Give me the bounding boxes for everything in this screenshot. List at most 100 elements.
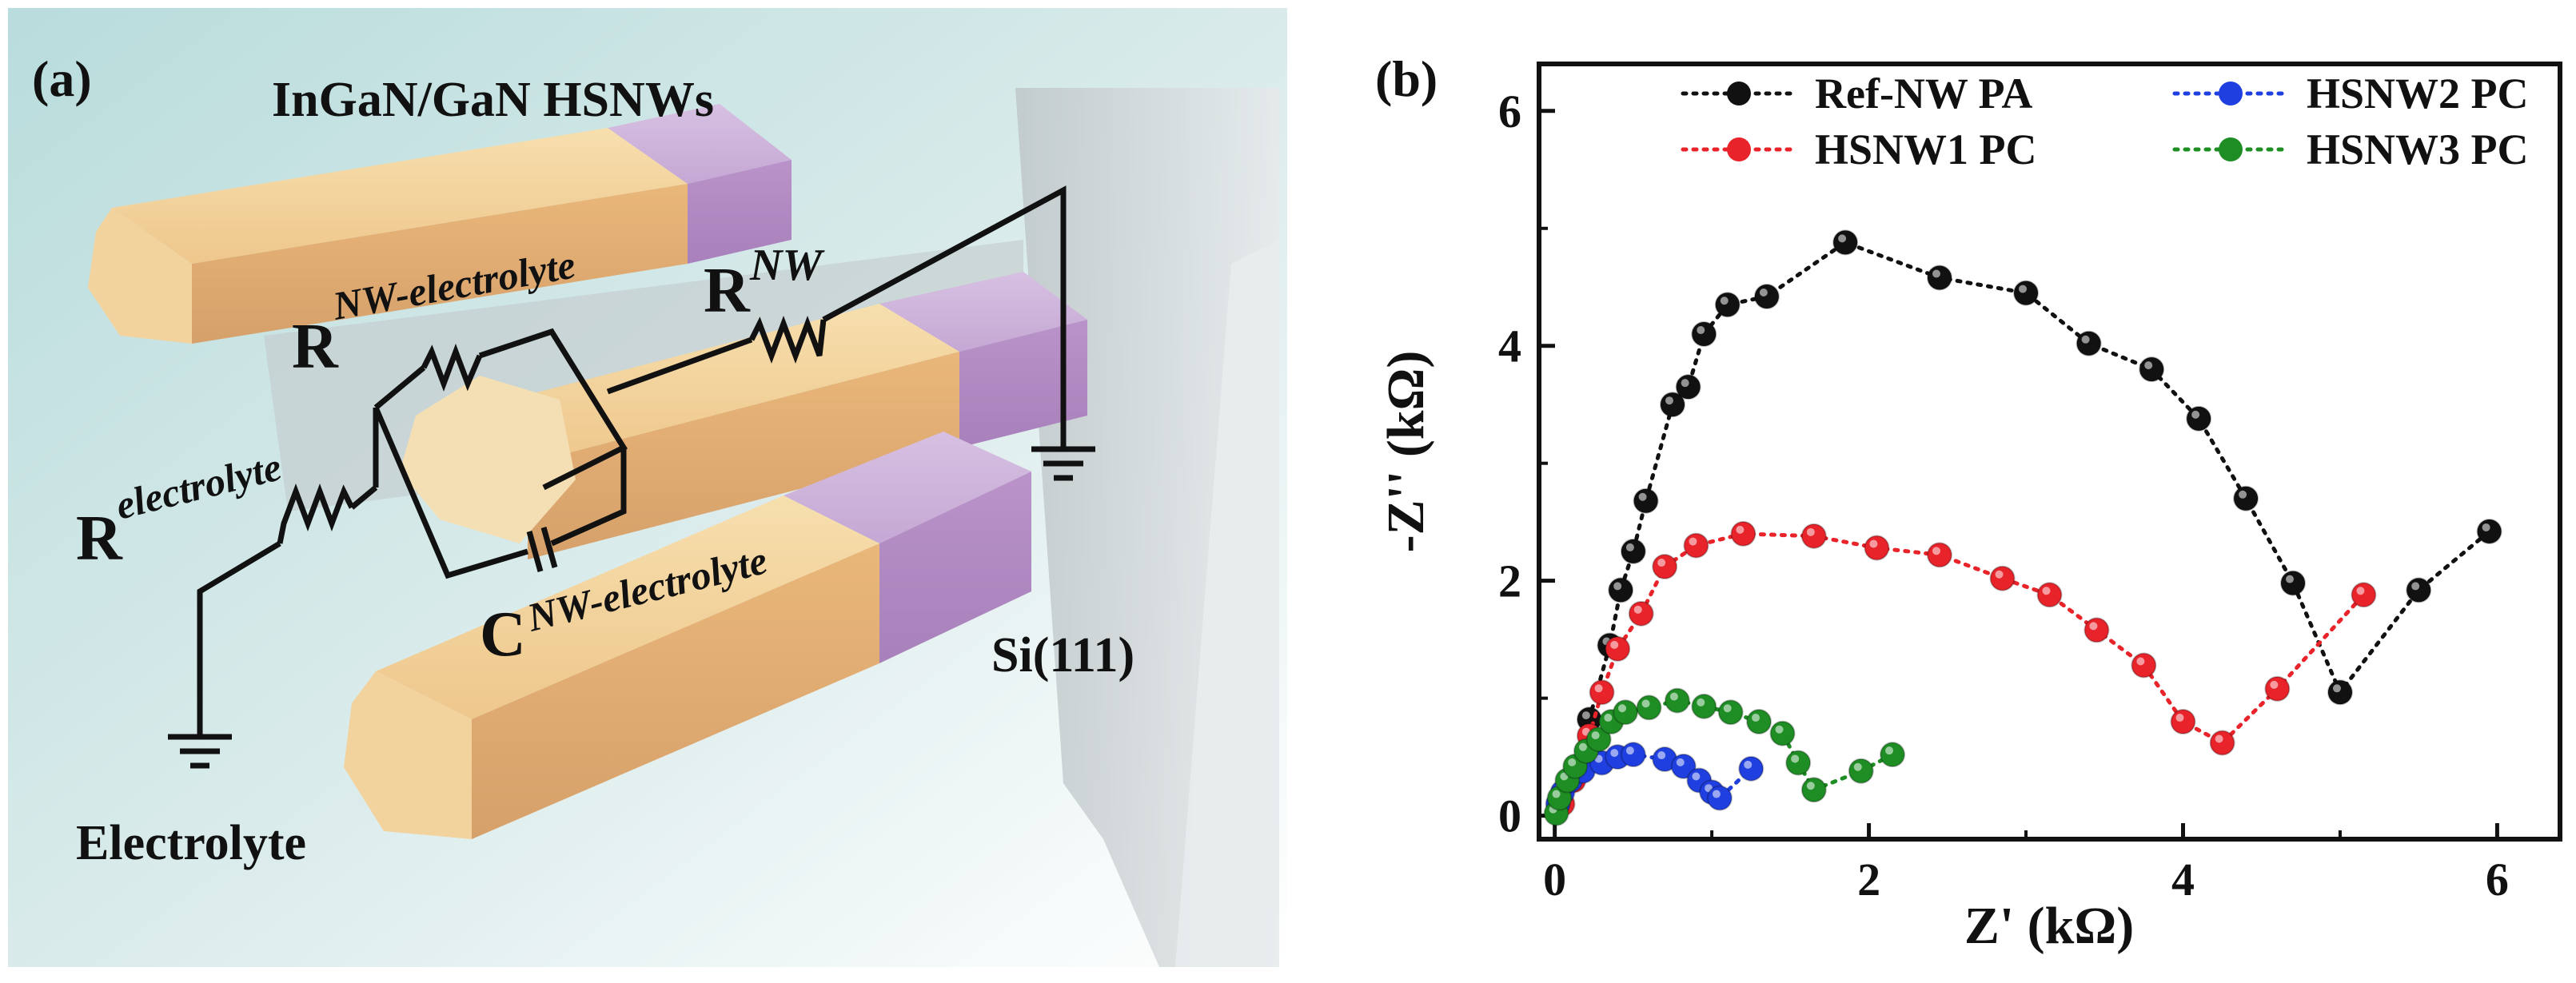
data-point xyxy=(2084,617,2110,643)
data-point xyxy=(1628,600,1654,627)
x-axis-label: Z' (kΩ) xyxy=(1964,897,2134,955)
data-point-highlight xyxy=(2411,582,2420,591)
data-point xyxy=(2233,485,2259,511)
data-point xyxy=(1989,565,2016,591)
x-tick-label: 4 xyxy=(2171,854,2195,905)
data-point-highlight xyxy=(1723,704,1732,713)
data-point xyxy=(1636,694,1662,721)
schematic-panel: (a) InGaN/GaN HSNWs R NW R NW-electrolyt… xyxy=(8,8,1287,967)
substrate-wall-face xyxy=(1175,240,1279,967)
data-point-highlight xyxy=(2144,361,2153,370)
data-point xyxy=(2209,730,2235,756)
data-point-highlight xyxy=(1618,704,1627,713)
series-line xyxy=(1587,240,2492,722)
data-point-highlight xyxy=(1697,698,1705,706)
data-point xyxy=(1926,542,1952,568)
ground-symbol-left xyxy=(168,734,232,769)
nyquist-plot-panel: (b) 0 2 4 6 0 2 4 6 Ref-NW PA HSNW1 PC HSNW2 PC HS… xyxy=(1375,50,2562,955)
data-point-highlight xyxy=(1932,547,1940,555)
data-point-highlight xyxy=(1932,269,1940,278)
data-point xyxy=(2264,675,2291,702)
data-point-highlight xyxy=(2042,587,2051,595)
data-point-highlight xyxy=(2215,734,2223,743)
nanowire-middle xyxy=(400,272,1087,559)
data-point xyxy=(2139,356,2165,383)
data-point-highlight xyxy=(2175,714,2184,722)
data-point-highlight xyxy=(1657,559,1666,567)
axis-ticks: 0 2 4 6 0 2 4 6 xyxy=(1498,86,2509,905)
data-point-highlight xyxy=(1681,379,1689,388)
label-r-nw-main: R xyxy=(704,256,751,326)
data-point-highlight xyxy=(2286,575,2295,583)
data-point xyxy=(1730,520,1757,547)
data-point xyxy=(2013,280,2040,306)
data-point xyxy=(2131,652,2157,679)
legend-marker xyxy=(1727,137,1751,161)
data-point xyxy=(1717,699,1744,726)
legend: Ref-NW PA HSNW1 PC HSNW2 PC HSNW3 PC xyxy=(1681,70,2529,173)
data-point-highlight xyxy=(1806,782,1815,790)
legend-label: HSNW1 PC xyxy=(1815,125,2037,173)
data-point-highlight xyxy=(2019,285,2028,293)
data-point-highlight xyxy=(1697,326,1705,335)
data-point-highlight xyxy=(2332,684,2341,693)
data-point-highlight xyxy=(2482,523,2490,531)
data-point-highlight xyxy=(2081,335,2090,344)
data-point xyxy=(1608,577,1634,603)
data-point xyxy=(2476,518,2502,544)
data-point-highlight xyxy=(1736,525,1745,534)
data-point-highlight xyxy=(1791,754,1800,763)
y-axis-label: -Z'' (kΩ) xyxy=(1377,351,1435,553)
data-point-highlight xyxy=(1995,570,2004,579)
legend-marker xyxy=(2219,137,2243,161)
data-point-highlight xyxy=(1669,692,1678,701)
data-point-highlight xyxy=(1625,746,1634,755)
data-point xyxy=(1785,750,1812,776)
data-point-highlight xyxy=(1610,749,1619,758)
data-point xyxy=(1926,265,1952,291)
data-point-highlight xyxy=(1638,492,1647,501)
data-point-highlight xyxy=(1633,605,1642,614)
data-point xyxy=(1753,284,1780,309)
data-point xyxy=(1738,755,1765,782)
label-c-main: C xyxy=(480,599,526,670)
data-point-highlight xyxy=(1604,714,1613,722)
data-point-highlight xyxy=(1712,790,1721,798)
data-point-highlight xyxy=(1759,289,1768,296)
data-point-highlight xyxy=(1560,772,1569,781)
plot-frame xyxy=(1537,62,2562,842)
data-point-highlight xyxy=(1581,711,1590,720)
y-tick-label: 6 xyxy=(1498,86,1521,137)
nanowire-top xyxy=(88,104,792,344)
data-point-highlight xyxy=(1676,758,1685,766)
data-point xyxy=(2186,405,2212,432)
data-point-highlight xyxy=(2089,622,2098,631)
data-point-highlight xyxy=(1853,762,1862,771)
y-tick-label: 2 xyxy=(1498,555,1521,607)
data-point-highlight xyxy=(1744,760,1753,769)
data-point-highlight xyxy=(1689,537,1697,546)
data-point xyxy=(1683,532,1709,559)
data-point-highlight xyxy=(2239,490,2247,499)
data-point-highlight xyxy=(1641,699,1650,708)
data-point xyxy=(1620,538,1646,564)
data-point xyxy=(1706,785,1733,811)
data-point-highlight xyxy=(1720,296,1729,305)
data-point xyxy=(1769,720,1796,746)
nanowire-bottom xyxy=(344,432,1031,839)
label-r-nwe-main: R xyxy=(292,312,339,382)
data-point-highlight xyxy=(1692,772,1701,781)
panel-a-label: (a) xyxy=(32,50,92,107)
series-hsnw3-pc xyxy=(1543,687,1906,826)
legend-label: HSNW2 PC xyxy=(2307,70,2529,117)
x-tick-label: 6 xyxy=(2486,854,2509,905)
x-tick-label: 0 xyxy=(1543,854,1566,905)
data-point-highlight xyxy=(1610,640,1619,649)
data-point-highlight xyxy=(1775,725,1784,734)
series-layer xyxy=(1543,229,2502,826)
data-point xyxy=(1652,554,1678,580)
data-point-highlight xyxy=(1885,746,1894,755)
data-point-highlight xyxy=(1591,731,1600,740)
data-point-highlight xyxy=(1657,751,1666,760)
data-point-highlight xyxy=(1705,784,1713,793)
